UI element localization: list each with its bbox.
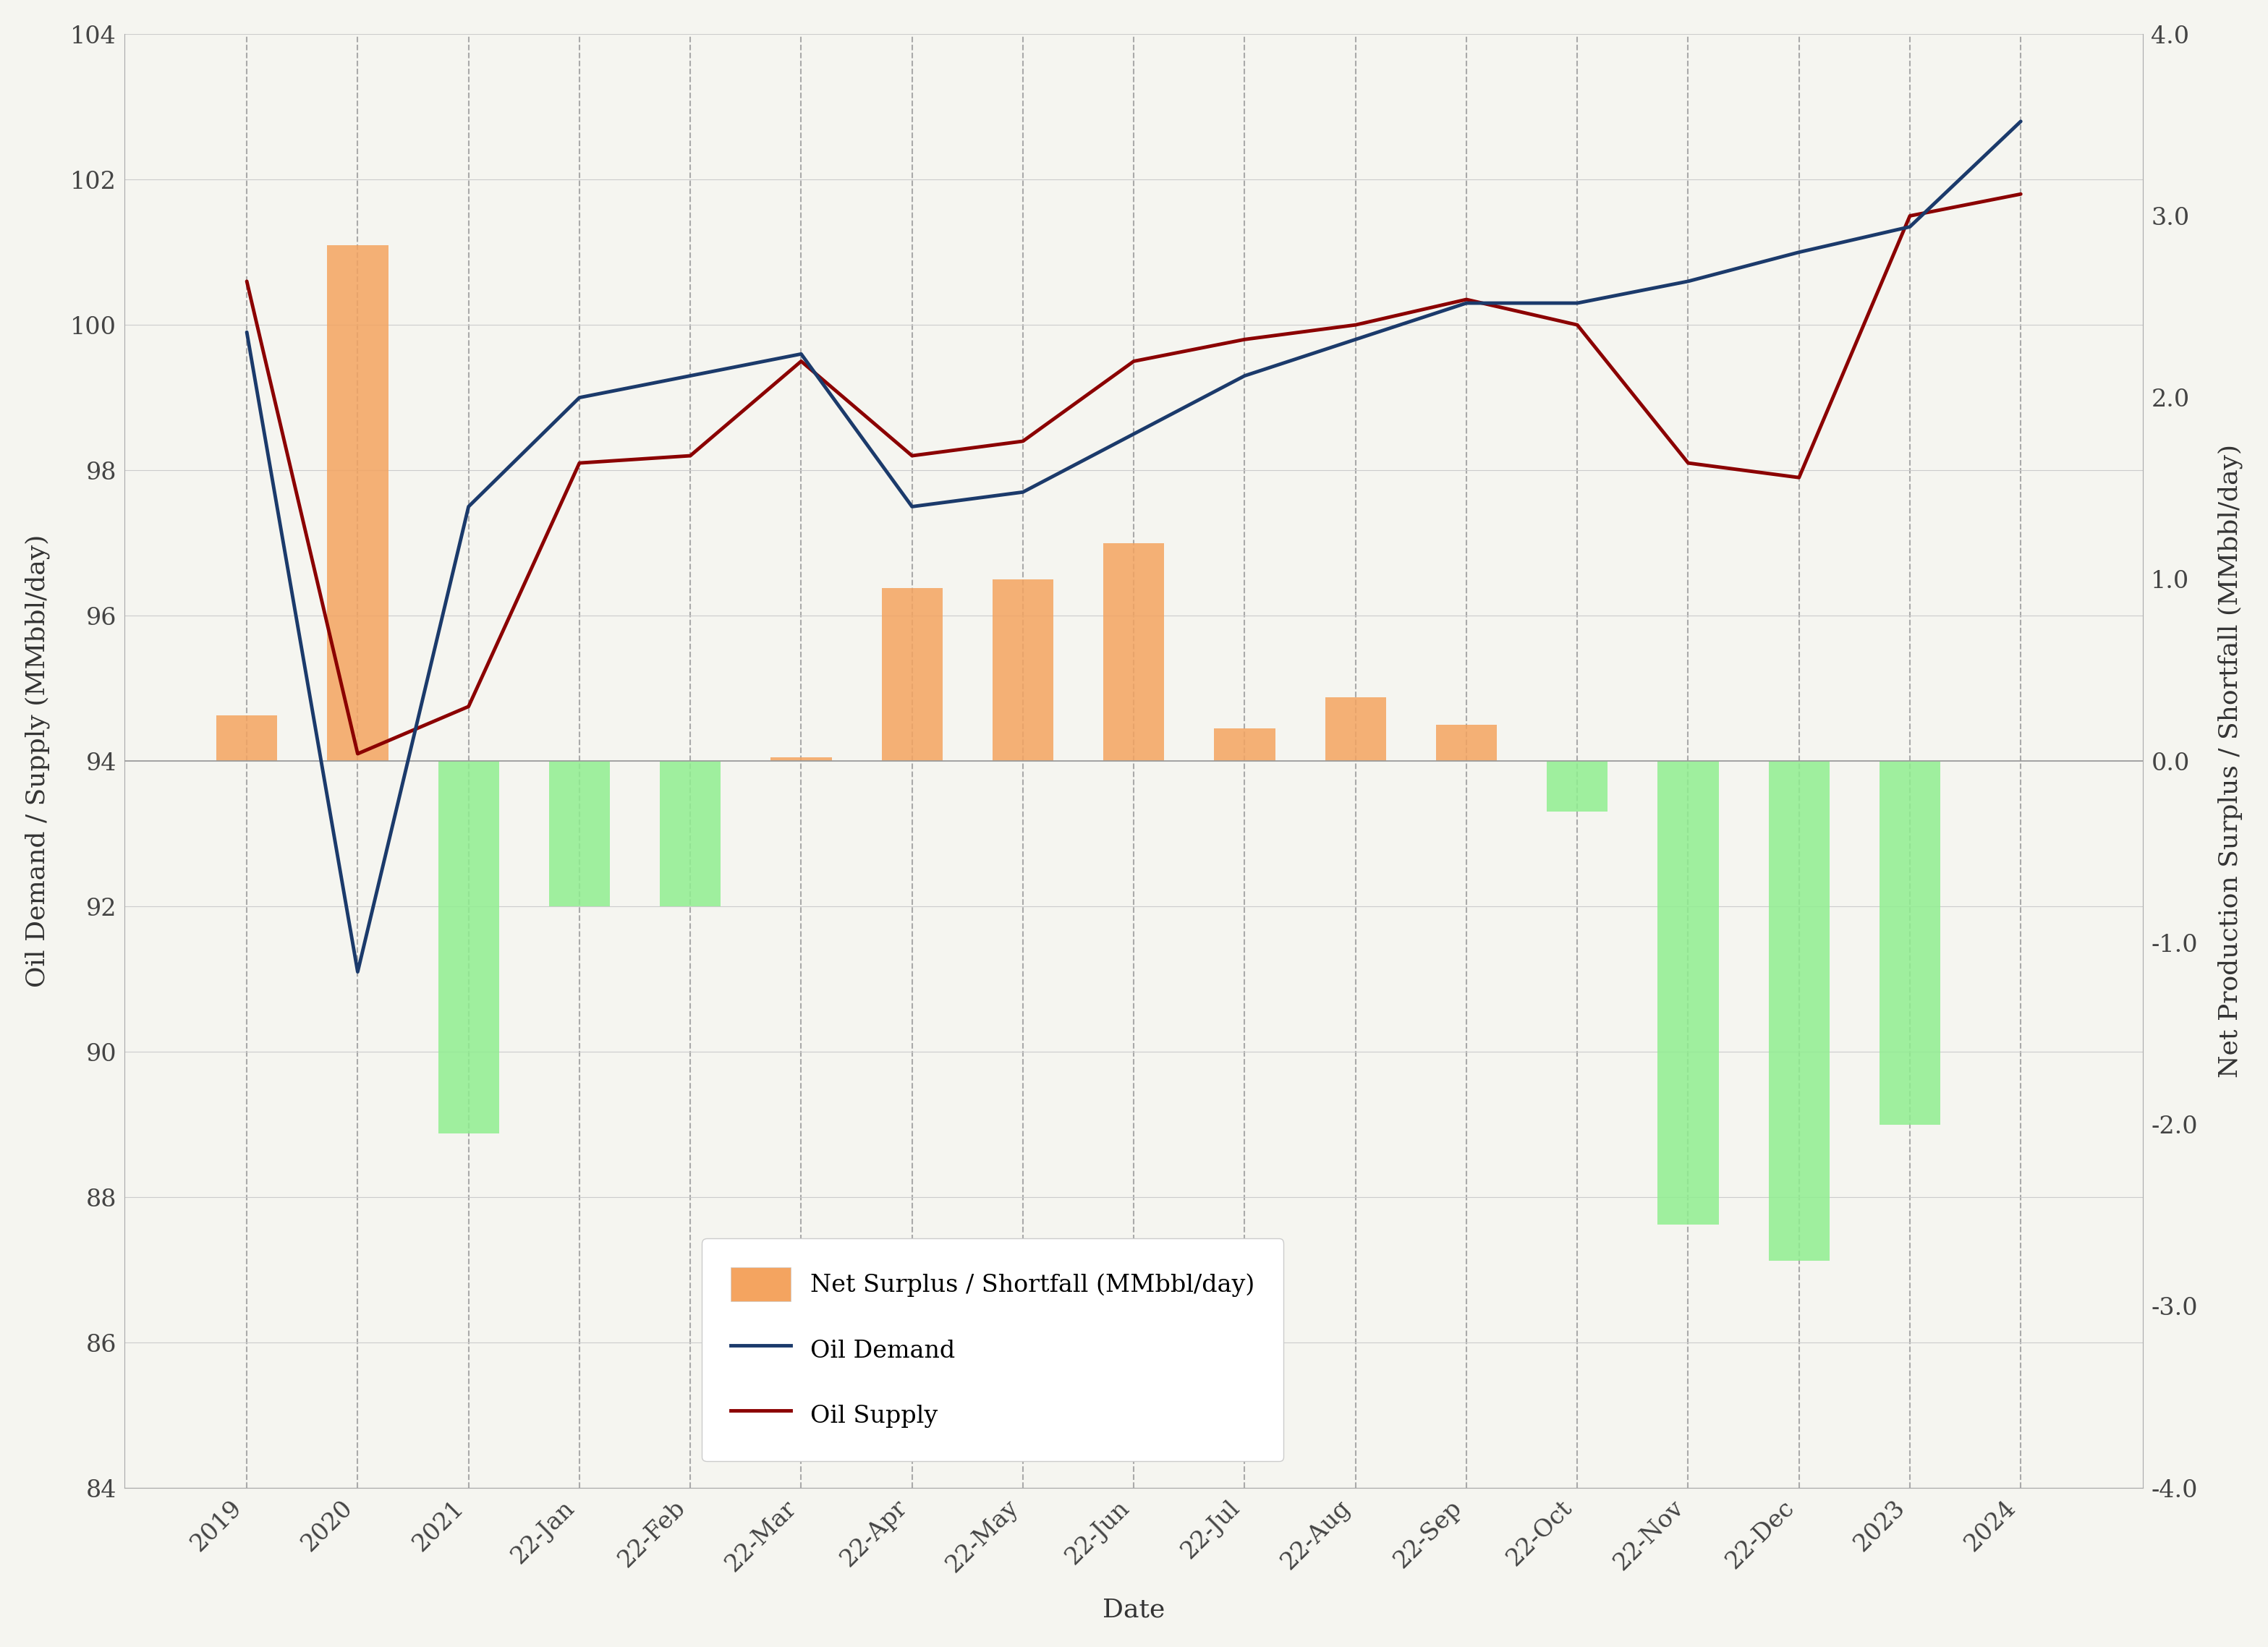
Y-axis label: Net Production Surplus / Shortfall (MMbbl/day): Net Production Surplus / Shortfall (MMbb… bbox=[2218, 445, 2243, 1077]
Bar bbox=[1325, 697, 1386, 761]
Bar bbox=[1658, 761, 1719, 1224]
X-axis label: Date: Date bbox=[1102, 1598, 1166, 1622]
Legend: Net Surplus / Shortfall (MMbbl/day), Oil Demand, Oil Supply: Net Surplus / Shortfall (MMbbl/day), Oil… bbox=[701, 1239, 1284, 1461]
Bar bbox=[882, 588, 943, 761]
Bar bbox=[215, 715, 277, 761]
Bar bbox=[771, 758, 832, 761]
Bar bbox=[1769, 761, 1830, 1260]
Bar bbox=[660, 761, 721, 906]
Bar bbox=[1436, 725, 1497, 761]
Bar bbox=[327, 245, 388, 761]
Bar bbox=[993, 580, 1052, 761]
Bar bbox=[1880, 761, 1941, 1125]
Bar bbox=[1102, 544, 1163, 761]
Bar bbox=[1213, 728, 1275, 761]
Y-axis label: Oil Demand / Supply (MMbbl/day): Oil Demand / Supply (MMbbl/day) bbox=[25, 535, 50, 988]
Bar bbox=[1547, 761, 1608, 812]
Bar bbox=[438, 761, 499, 1133]
Bar bbox=[549, 761, 610, 906]
